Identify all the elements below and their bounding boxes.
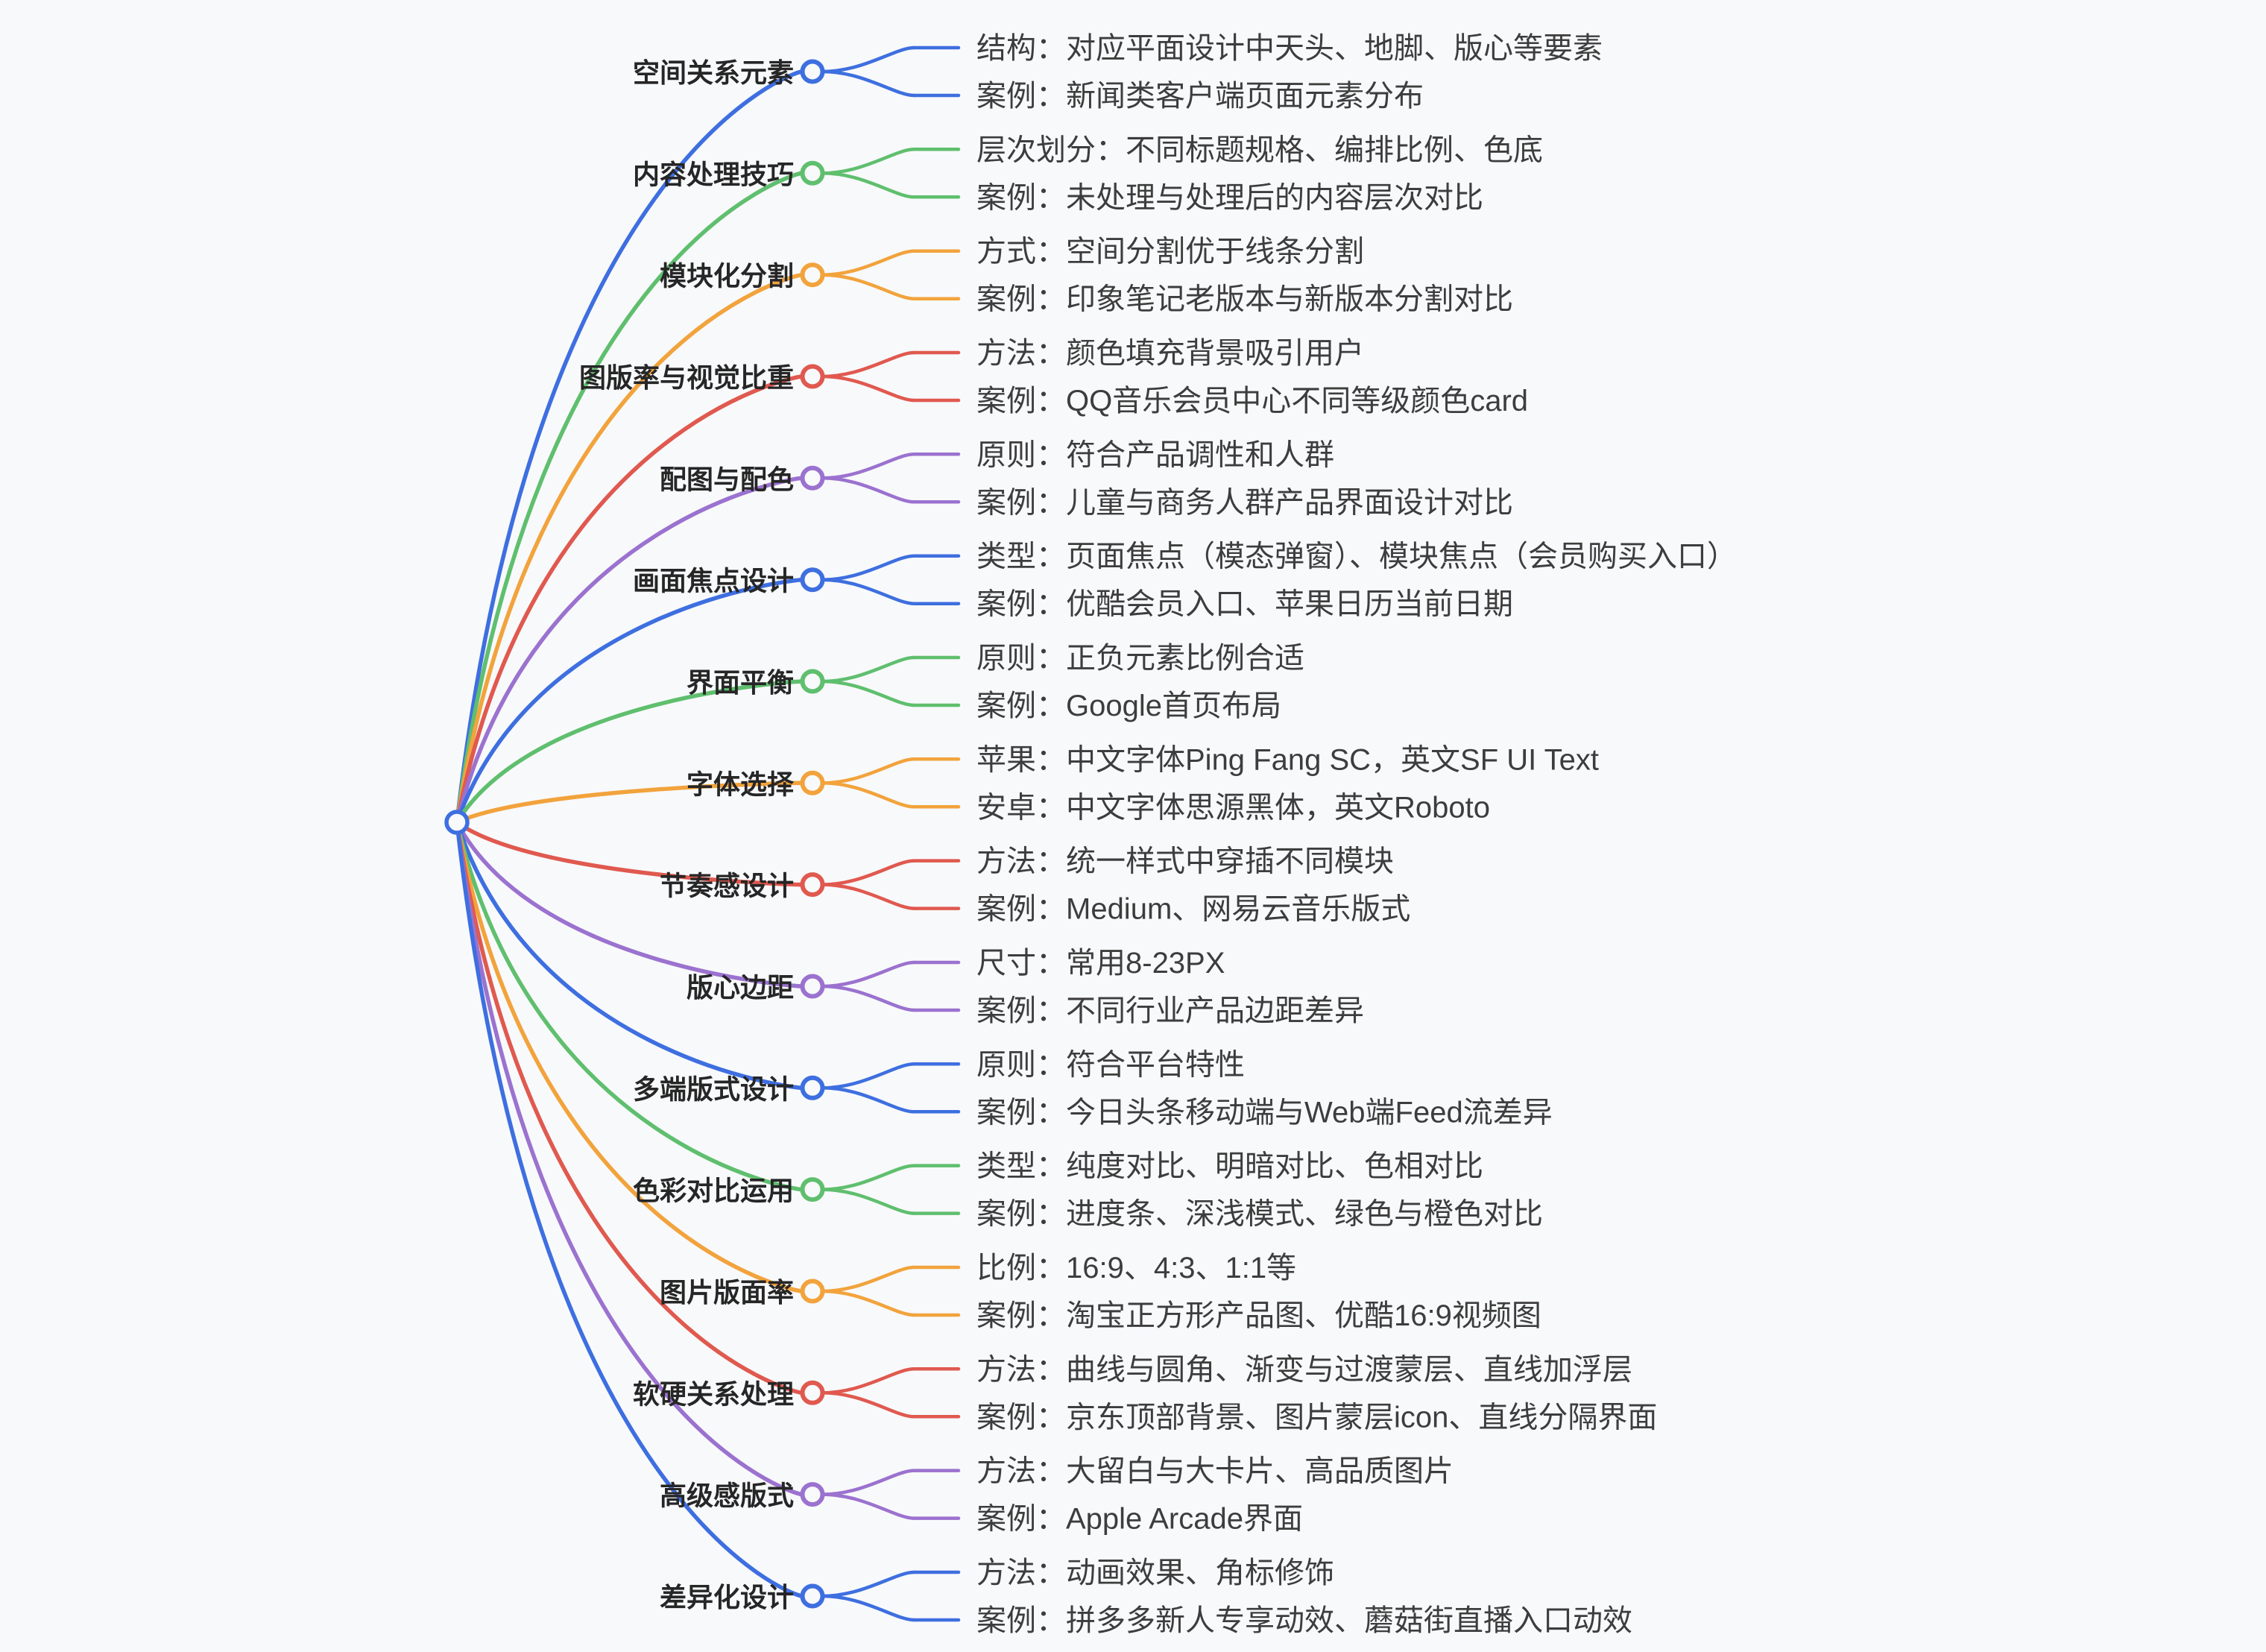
svg-text:案例：新闻类客户端页面元素分布: 案例：新闻类客户端页面元素分布 — [976, 80, 1424, 113]
svg-text:节奏感设计: 节奏感设计 — [660, 871, 794, 901]
svg-text:多端版式设计: 多端版式设计 — [633, 1074, 794, 1104]
svg-text:结构：对应平面设计中天头、地脚、版心等要素: 结构：对应平面设计中天头、地脚、版心等要素 — [976, 32, 1603, 65]
svg-text:方法：颜色填充背景吸引用户: 方法：颜色填充背景吸引用户 — [976, 337, 1364, 370]
svg-text:案例：淘宝正方形产品图、优酷16:9视频图: 案例：淘宝正方形产品图、优酷16:9视频图 — [976, 1299, 1541, 1332]
svg-text:案例：不同行业产品边距差异: 案例：不同行业产品边距差异 — [976, 994, 1364, 1027]
svg-text:差异化设计: 差异化设计 — [660, 1582, 794, 1612]
svg-text:模块化分割: 模块化分割 — [660, 261, 794, 291]
svg-text:画面焦点设计: 画面焦点设计 — [633, 566, 794, 596]
svg-text:软硬关系处理: 软硬关系处理 — [633, 1378, 794, 1409]
svg-text:空间关系元素: 空间关系元素 — [633, 57, 794, 88]
svg-text:案例：印象笔记老版本与新版本分割对比: 案例：印象笔记老版本与新版本分割对比 — [976, 283, 1513, 316]
svg-text:方法：曲线与圆角、渐变与过渡蒙层、直线加浮层: 方法：曲线与圆角、渐变与过渡蒙层、直线加浮层 — [976, 1353, 1632, 1386]
svg-text:案例：Google首页布局: 案例：Google首页布局 — [976, 690, 1281, 722]
svg-text:版心边距: 版心边距 — [687, 972, 794, 1003]
svg-text:配图与配色: 配图与配色 — [660, 464, 794, 494]
svg-text:案例：Medium、网易云音乐版式: 案例：Medium、网易云音乐版式 — [976, 893, 1410, 926]
svg-text:苹果：中文字体Ping Fang SC，英文SF UI Te: 苹果：中文字体Ping Fang SC，英文SF UI Text — [976, 743, 1599, 776]
svg-text:界面平衡: 界面平衡 — [687, 667, 794, 698]
svg-text:方法：大留白与大卡片、高品质图片: 方法：大留白与大卡片、高品质图片 — [976, 1455, 1454, 1488]
svg-text:案例：QQ音乐会员中心不同等级颜色card: 案例：QQ音乐会员中心不同等级颜色card — [976, 385, 1528, 417]
svg-text:字体选择: 字体选择 — [687, 769, 795, 799]
svg-text:案例：儿童与商务人群产品界面设计对比: 案例：儿童与商务人群产品界面设计对比 — [976, 486, 1513, 519]
svg-text:方法：统一样式中穿插不同模块: 方法：统一样式中穿插不同模块 — [976, 845, 1394, 878]
svg-text:方式：空间分割优于线条分割: 方式：空间分割优于线条分割 — [976, 236, 1364, 268]
svg-text:层次划分：不同标题规格、编排比例、色底: 层次划分：不同标题规格、编排比例、色底 — [976, 133, 1543, 166]
svg-text:案例：未处理与处理后的内容层次对比: 案例：未处理与处理后的内容层次对比 — [976, 181, 1483, 214]
svg-text:色彩对比运用: 色彩对比运用 — [633, 1176, 794, 1206]
svg-text:高级感版式: 高级感版式 — [660, 1481, 794, 1511]
svg-text:尺寸：常用8-23PX: 尺寸：常用8-23PX — [976, 947, 1225, 980]
svg-text:类型：页面焦点（模态弹窗）、模块焦点（会员购买入口）: 类型：页面焦点（模态弹窗）、模块焦点（会员购买入口） — [976, 540, 1737, 573]
svg-text:案例：京东顶部背景、图片蒙层icon、直线分隔界面: 案例：京东顶部背景、图片蒙层icon、直线分隔界面 — [976, 1401, 1657, 1434]
svg-text:原则：符合产品调性和人群: 原则：符合产品调性和人群 — [976, 438, 1334, 471]
svg-text:比例：16:9、4:3、1:1等: 比例：16:9、4:3、1:1等 — [976, 1252, 1296, 1284]
svg-text:图片版面率: 图片版面率 — [660, 1277, 794, 1308]
svg-text:类型：纯度对比、明暗对比、色相对比: 类型：纯度对比、明暗对比、色相对比 — [976, 1150, 1483, 1183]
svg-text:案例：今日头条移动端与Web端Feed流差异: 案例：今日头条移动端与Web端Feed流差异 — [976, 1096, 1553, 1129]
svg-text:方法：动画效果、角标修饰: 方法：动画效果、角标修饰 — [976, 1557, 1334, 1589]
svg-text:安卓：中文字体思源黑体，英文Roboto: 安卓：中文字体思源黑体，英文Roboto — [976, 791, 1490, 824]
svg-text:案例：优酷会员入口、苹果日历当前日期: 案例：优酷会员入口、苹果日历当前日期 — [976, 588, 1513, 621]
svg-text:案例：进度条、深浅模式、绿色与橙色对比: 案例：进度条、深浅模式、绿色与橙色对比 — [976, 1198, 1543, 1231]
svg-text:案例：拼多多新人专享动效、蘑菇街直播入口动效: 案例：拼多多新人专享动效、蘑菇街直播入口动效 — [976, 1604, 1632, 1637]
svg-text:图版率与视觉比重: 图版率与视觉比重 — [579, 362, 794, 393]
svg-text:案例：Apple Arcade界面: 案例：Apple Arcade界面 — [976, 1503, 1303, 1536]
svg-text:内容处理技巧: 内容处理技巧 — [633, 159, 794, 189]
svg-text:原则：正负元素比例合适: 原则：正负元素比例合适 — [976, 642, 1304, 675]
svg-text:原则：符合平台特性: 原则：符合平台特性 — [976, 1048, 1245, 1081]
